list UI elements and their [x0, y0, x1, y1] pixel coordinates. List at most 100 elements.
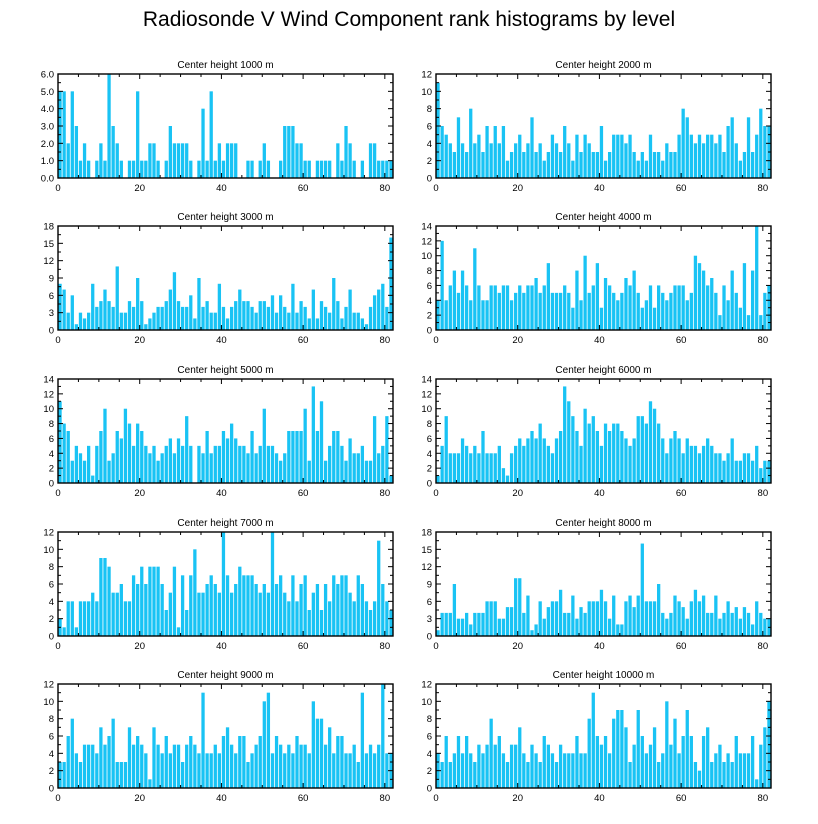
histogram-bar — [583, 134, 587, 178]
histogram-bar — [82, 744, 87, 788]
y-tick-label: 10 — [43, 545, 54, 556]
histogram-bar — [481, 300, 485, 330]
histogram-bar — [587, 718, 591, 788]
histogram-bar — [554, 438, 559, 483]
histogram-panel: Center height 6000 m 0 20 40 60 80 0 2 4 6 8 10 12 14 — [421, 365, 772, 499]
histogram-bar — [579, 300, 583, 330]
histogram-bar — [136, 736, 140, 788]
histogram-bar — [718, 744, 722, 788]
histogram-bar — [238, 289, 242, 330]
histogram-bar — [652, 727, 657, 788]
y-tick-label: 0.0 — [41, 174, 54, 185]
histogram-bar — [103, 558, 107, 636]
histogram-bar — [229, 143, 234, 178]
histogram-bar — [526, 438, 530, 483]
histogram-bar — [103, 160, 107, 178]
histogram-bar — [87, 445, 91, 483]
histogram-bar — [95, 445, 99, 483]
histogram-bar — [168, 289, 172, 330]
histogram-bar — [119, 762, 123, 788]
histogram-bar — [209, 575, 213, 636]
histogram-bar — [718, 315, 722, 330]
histogram-bar — [460, 753, 465, 788]
histogram-bar — [340, 445, 344, 483]
histogram-bar — [628, 762, 632, 788]
histogram-bar — [444, 736, 448, 788]
histogram-bar — [669, 292, 673, 330]
y-tick-label: 2 — [427, 464, 432, 475]
histogram-bar — [180, 143, 185, 178]
histogram-bar — [448, 612, 452, 636]
y-tick-label: 12 — [43, 680, 54, 691]
histogram-bar — [291, 575, 295, 636]
histogram-bar — [722, 460, 726, 483]
x-tick-label: 20 — [512, 641, 523, 652]
histogram-bar — [152, 727, 156, 788]
histogram-bar — [595, 736, 600, 788]
histogram-bar — [328, 312, 332, 330]
histogram-bar — [377, 160, 381, 178]
histogram-bar — [66, 143, 70, 178]
histogram-bar — [644, 423, 649, 483]
histogram-bar — [603, 278, 608, 330]
histogram-bar — [348, 438, 352, 483]
histogram-bar — [287, 601, 291, 636]
y-tick-label: 15 — [421, 545, 432, 556]
histogram-bar — [530, 285, 534, 330]
histogram-bar — [554, 292, 559, 330]
histogram-bar — [636, 160, 640, 178]
histogram-bar — [295, 312, 299, 330]
histogram-bar — [673, 152, 677, 178]
y-tick-label: 0 — [49, 632, 54, 643]
histogram-bar — [144, 584, 148, 636]
histogram-panel: Center height 1000 m 0 20 40 60 80 0.0 1.0 2.0 3.… — [41, 60, 394, 194]
histogram-bar — [262, 408, 266, 483]
histogram-bar — [258, 592, 262, 636]
y-tick-label: 12 — [43, 528, 54, 539]
histogram-bar — [677, 438, 681, 483]
histogram-bar — [377, 453, 381, 483]
histogram-bar — [583, 408, 587, 483]
histogram-bar — [632, 438, 636, 483]
histogram-bar — [444, 300, 448, 330]
histogram-bar — [710, 445, 714, 483]
histogram-bar — [489, 285, 493, 330]
histogram-bar — [583, 255, 587, 330]
histogram-bar — [238, 445, 242, 483]
histogram-bar — [87, 744, 91, 788]
histogram-bar — [722, 152, 726, 178]
histogram-bar — [66, 736, 70, 788]
x-tick-label: 40 — [594, 488, 605, 499]
histogram-bar — [246, 762, 250, 788]
panel-title: Center height 1000 m — [177, 60, 273, 71]
histogram-bar — [291, 753, 295, 788]
histogram-bar — [180, 306, 185, 330]
histogram-bar — [356, 762, 360, 788]
histogram-bar — [221, 736, 226, 788]
histogram-bar — [172, 453, 177, 483]
histogram-bar — [612, 292, 616, 330]
histogram-bar — [501, 753, 506, 788]
histogram-bar — [205, 753, 209, 788]
y-tick-label: 3 — [49, 308, 54, 319]
histogram-bar — [352, 601, 356, 636]
histogram-bar — [111, 306, 115, 330]
histogram-bar — [538, 292, 542, 330]
x-tick-label: 0 — [55, 793, 60, 804]
histogram-bar — [262, 701, 266, 788]
histogram-bar — [323, 460, 328, 483]
x-tick-label: 40 — [216, 488, 227, 499]
histogram-bar — [156, 460, 160, 483]
histogram-bar — [148, 566, 152, 636]
histogram-bar — [440, 612, 444, 636]
histogram-bar — [738, 753, 743, 788]
histogram-bar — [579, 152, 583, 178]
histogram-bar — [381, 584, 385, 636]
histogram-bar — [279, 575, 283, 636]
histogram-bar — [246, 301, 250, 330]
histogram-bar — [738, 307, 743, 330]
histogram-bar — [497, 445, 501, 483]
histogram-bar — [669, 612, 673, 636]
histogram-bar — [640, 152, 644, 178]
histogram-bar — [706, 285, 710, 330]
